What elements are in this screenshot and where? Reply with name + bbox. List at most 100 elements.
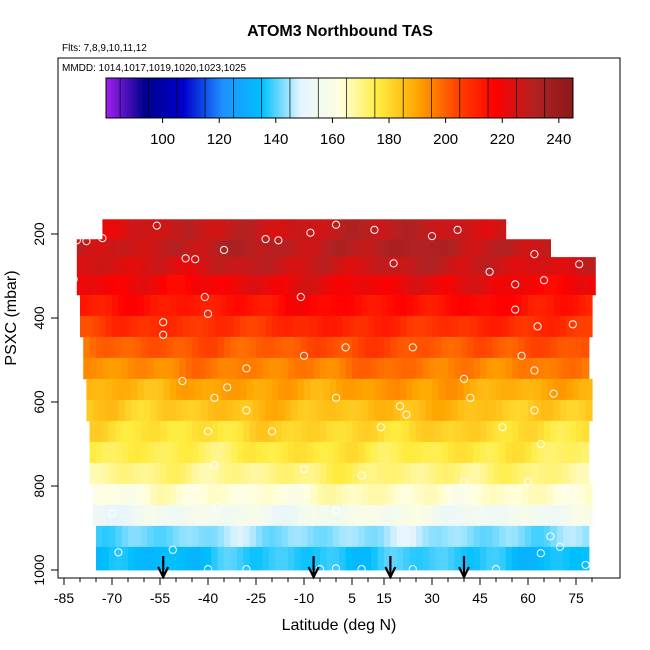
heatmap-cell [102,219,110,240]
heatmap-cell [518,274,526,296]
heatmap-cell [569,462,577,485]
heatmap-cell [460,239,468,258]
heatmap-cell [409,462,417,485]
heatmap-cell [80,294,87,317]
heatmap-cell [300,525,308,548]
heatmap-cell [329,315,337,338]
heatmap-cell [377,441,385,464]
heatmap-cell [172,546,180,571]
heatmap-cell [272,483,279,506]
heatmap-cell [435,336,443,359]
observation-point [523,477,533,486]
heatmap-cell [198,462,206,485]
heatmap-cell [400,294,407,317]
heatmap-cell [518,239,526,258]
heatmap-cell [326,239,334,258]
heatmap-cell [147,336,155,359]
heatmap-cell [537,239,545,258]
observation-point [530,366,539,375]
heatmap-cell [89,420,97,443]
heatmap-cell [272,399,279,422]
heatmap-cell [348,504,356,527]
heatmap-cell [505,525,513,548]
heatmap-cell [320,462,327,485]
heatmap-cell [576,441,583,464]
heatmap-cell [92,504,100,527]
heatmap-cell [508,315,516,338]
heatmap-cell [256,546,263,571]
heatmap-cell [262,546,270,571]
heatmap-cell [323,483,331,506]
heatmap-cell [374,483,382,506]
heatmap-cell [384,357,391,380]
heatmap-cell [515,294,523,317]
heatmap-cell [89,274,97,296]
heatmap-cell [364,239,372,258]
heatmap-cell [569,420,577,443]
heatmap-cell [361,504,369,527]
heatmap-cell [176,315,183,338]
heatmap-cell [236,462,244,485]
heatmap-cell [588,274,596,296]
heatmap-cell [220,399,228,422]
heatmap-cell [499,525,507,548]
heatmap-cell [121,420,129,443]
heatmap-cell [505,420,513,443]
heatmap-cell [217,420,225,443]
heatmap-cell [441,525,449,548]
observation-point [223,383,232,392]
heatmap-cell [336,315,343,338]
heatmap-cell [515,504,523,527]
heatmap-cell [534,315,542,338]
heatmap-cell [550,420,558,443]
heatmap-cell [332,546,340,571]
heatmap-cell [544,462,551,485]
heatmap-cell [329,378,337,401]
heatmap-cell [262,420,270,443]
heatmap-cell [201,294,209,317]
heatmap-cell [288,239,295,258]
heatmap-cell [108,336,116,359]
heatmap-cell [243,462,251,485]
heatmap-cell [476,504,484,527]
colorbar-tick-label: 160 [320,131,345,148]
heatmap-cell [332,239,340,258]
heatmap-cell [473,420,481,443]
heatmap-cell [432,504,439,527]
observation-point [389,259,398,268]
heatmap-cell [185,336,193,359]
heatmap-cell [499,357,507,380]
heatmap-cell [390,525,398,548]
observation-point [491,565,501,574]
heatmap-cell [211,441,219,464]
observation-point [299,465,309,474]
heatmap-cell [249,357,257,380]
x-tick-label: -40 [198,590,218,606]
heatmap-cell [220,315,228,338]
heatmap-cell [230,257,238,276]
heatmap-cell [515,399,523,422]
heatmap-cell [329,504,337,527]
heatmap-cell [390,274,398,296]
y-tick-label: 1000 [31,554,47,585]
heatmap-cell [505,274,513,296]
heatmap-cell [364,257,372,276]
heatmap-cell [355,315,363,338]
heatmap-cell [134,462,142,485]
heatmap-cell [153,420,161,443]
heatmap-cell [275,336,283,359]
heatmap-cell [307,274,315,296]
heatmap-cell [368,294,375,317]
heatmap-cell [115,274,123,296]
heatmap-cell [531,420,539,443]
heatmap-cell [492,546,500,571]
heatmap-cell [307,525,315,548]
heatmap-cell [384,336,391,359]
observation-point [203,427,213,436]
heatmap-cell [361,399,369,422]
heatmap-cell [281,219,289,240]
heatmap-cell [556,525,564,548]
heatmap-cell [284,483,292,506]
heatmap-cell [246,504,254,527]
heatmap-cell [108,441,116,464]
